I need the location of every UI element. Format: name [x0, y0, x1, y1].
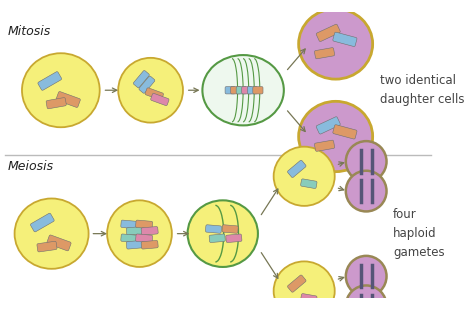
FancyBboxPatch shape: [38, 72, 62, 90]
FancyBboxPatch shape: [151, 93, 169, 106]
Ellipse shape: [22, 53, 100, 127]
FancyBboxPatch shape: [236, 86, 246, 94]
Ellipse shape: [299, 9, 373, 79]
FancyBboxPatch shape: [37, 241, 57, 252]
Text: Mitosis: Mitosis: [8, 24, 51, 38]
Ellipse shape: [107, 200, 172, 267]
FancyBboxPatch shape: [301, 179, 317, 188]
FancyBboxPatch shape: [133, 70, 149, 88]
FancyBboxPatch shape: [231, 86, 241, 94]
Ellipse shape: [346, 256, 386, 297]
FancyBboxPatch shape: [136, 220, 153, 229]
FancyBboxPatch shape: [141, 241, 158, 249]
FancyBboxPatch shape: [139, 76, 155, 93]
Ellipse shape: [346, 171, 386, 211]
Ellipse shape: [15, 198, 89, 269]
Ellipse shape: [188, 200, 258, 267]
FancyBboxPatch shape: [288, 275, 306, 292]
FancyBboxPatch shape: [145, 88, 164, 100]
FancyBboxPatch shape: [253, 86, 263, 94]
FancyBboxPatch shape: [314, 140, 335, 151]
Ellipse shape: [273, 261, 335, 310]
Ellipse shape: [273, 147, 335, 206]
Ellipse shape: [346, 286, 386, 310]
FancyBboxPatch shape: [205, 225, 221, 233]
Ellipse shape: [346, 141, 386, 182]
Text: Meiosis: Meiosis: [8, 160, 54, 173]
Ellipse shape: [299, 101, 373, 172]
FancyBboxPatch shape: [121, 220, 138, 229]
Ellipse shape: [202, 55, 284, 125]
FancyBboxPatch shape: [225, 86, 235, 94]
FancyBboxPatch shape: [222, 225, 238, 233]
FancyBboxPatch shape: [127, 241, 143, 249]
FancyBboxPatch shape: [288, 160, 306, 178]
FancyBboxPatch shape: [316, 117, 340, 134]
FancyBboxPatch shape: [136, 234, 153, 243]
FancyBboxPatch shape: [47, 235, 71, 251]
FancyBboxPatch shape: [316, 24, 340, 42]
FancyBboxPatch shape: [46, 98, 66, 109]
FancyBboxPatch shape: [242, 86, 252, 94]
FancyBboxPatch shape: [226, 234, 242, 242]
FancyBboxPatch shape: [56, 91, 80, 108]
Text: two identical
daughter cells: two identical daughter cells: [380, 74, 465, 106]
FancyBboxPatch shape: [209, 234, 225, 242]
FancyBboxPatch shape: [333, 125, 357, 139]
Text: four
haploid
gametes: four haploid gametes: [393, 208, 445, 259]
FancyBboxPatch shape: [247, 86, 257, 94]
FancyBboxPatch shape: [314, 48, 335, 59]
FancyBboxPatch shape: [30, 213, 54, 232]
FancyBboxPatch shape: [141, 227, 158, 235]
FancyBboxPatch shape: [121, 234, 138, 243]
FancyBboxPatch shape: [333, 32, 357, 46]
Ellipse shape: [118, 58, 183, 123]
FancyBboxPatch shape: [127, 227, 143, 235]
FancyBboxPatch shape: [301, 294, 317, 303]
